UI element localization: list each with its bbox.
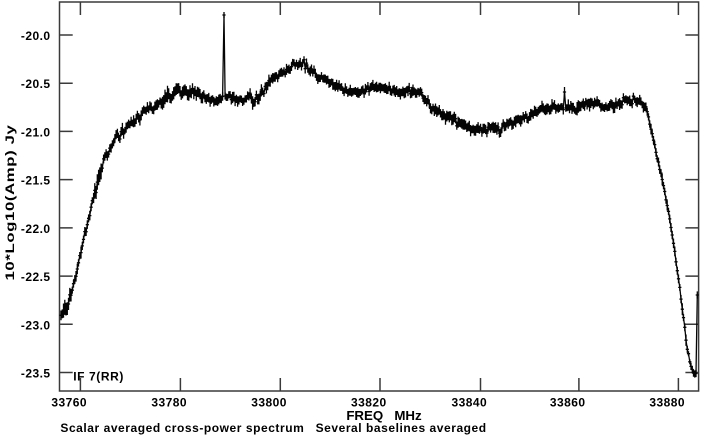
svg-text:-22.0: -22.0: [21, 222, 51, 236]
svg-text:33800: 33800: [251, 396, 287, 410]
svg-text:33860: 33860: [550, 396, 586, 410]
svg-text:-20.0: -20.0: [21, 29, 51, 43]
svg-text:33760: 33760: [51, 396, 87, 410]
svg-text:Several baselines averaged: Several baselines averaged: [316, 421, 487, 435]
svg-text:-22.5: -22.5: [21, 270, 51, 284]
svg-text:33780: 33780: [151, 396, 187, 410]
svg-text:-23.0: -23.0: [21, 318, 51, 332]
svg-text:IF 7(RR): IF 7(RR): [73, 369, 124, 383]
svg-text:-23.5: -23.5: [21, 367, 51, 381]
svg-text:33880: 33880: [649, 396, 685, 410]
svg-text:33840: 33840: [451, 396, 487, 410]
svg-text:33820: 33820: [351, 396, 387, 410]
svg-text:-21.0: -21.0: [21, 125, 51, 139]
svg-text:10*Log10(Amp) Jy: 10*Log10(Amp) Jy: [3, 125, 17, 281]
svg-text:-21.5: -21.5: [21, 174, 51, 188]
svg-text:Scalar averaged cross-power sp: Scalar averaged cross-power spectrum: [60, 421, 304, 435]
svg-text:-20.5: -20.5: [21, 77, 51, 91]
svg-text:FREQ MHz: FREQ MHz: [346, 408, 422, 423]
